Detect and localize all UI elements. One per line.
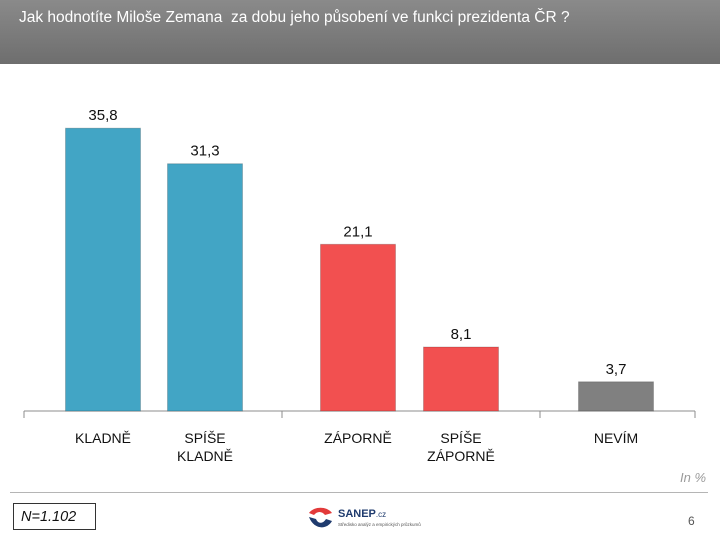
- category-label-2-0: ZÁPORNĚ: [324, 430, 392, 446]
- bar-chart: 35,8 KLADNĚ 31,3 SPÍŠE KLADNĚ 21,1 ZÁPORNĚ 8,1 S…: [23, 107, 696, 464]
- unit-label: In %: [679, 470, 706, 485]
- bar-1: [167, 163, 243, 412]
- value-label-3: 8,1: [451, 326, 472, 343]
- page-title: Jak hodnotíte Miloše Zemana za dobu jeho…: [19, 9, 570, 26]
- sample-size-box: N=1.102: [13, 503, 96, 530]
- category-label-3-1: ZÁPORNĚ: [427, 448, 495, 464]
- sample-size-label: N=1.102: [21, 508, 77, 525]
- bar-0: [65, 127, 141, 412]
- value-label-1: 31,3: [190, 143, 219, 160]
- logo-wordmark: SANEP.cz: [338, 508, 387, 520]
- sanep-logo: SANEP.cz Středisko analýz a empirických …: [305, 503, 425, 533]
- page-number: 6: [688, 514, 695, 528]
- title-bar: Jak hodnotíte Miloše Zemana za dobu jeho…: [0, 0, 720, 64]
- category-label-3-0: SPÍŠE: [440, 430, 481, 446]
- bar-4: [578, 381, 654, 412]
- bar-2: [320, 243, 396, 412]
- footer-divider: [10, 492, 708, 493]
- sanep-logo-icon: [309, 507, 332, 528]
- value-label-0: 35,8: [88, 107, 117, 124]
- value-label-2: 21,1: [343, 223, 372, 240]
- category-label-1-1: KLADNĚ: [177, 448, 233, 464]
- category-label-4-0: NEVÍM: [594, 430, 638, 446]
- bar-3: [423, 346, 499, 412]
- category-label-1-0: SPÍŠE: [184, 430, 225, 446]
- value-label-4: 3,7: [606, 361, 627, 378]
- logo-tagline: Středisko analýz a empirických průzkumů: [338, 522, 421, 527]
- category-label-0-0: KLADNĚ: [75, 430, 131, 446]
